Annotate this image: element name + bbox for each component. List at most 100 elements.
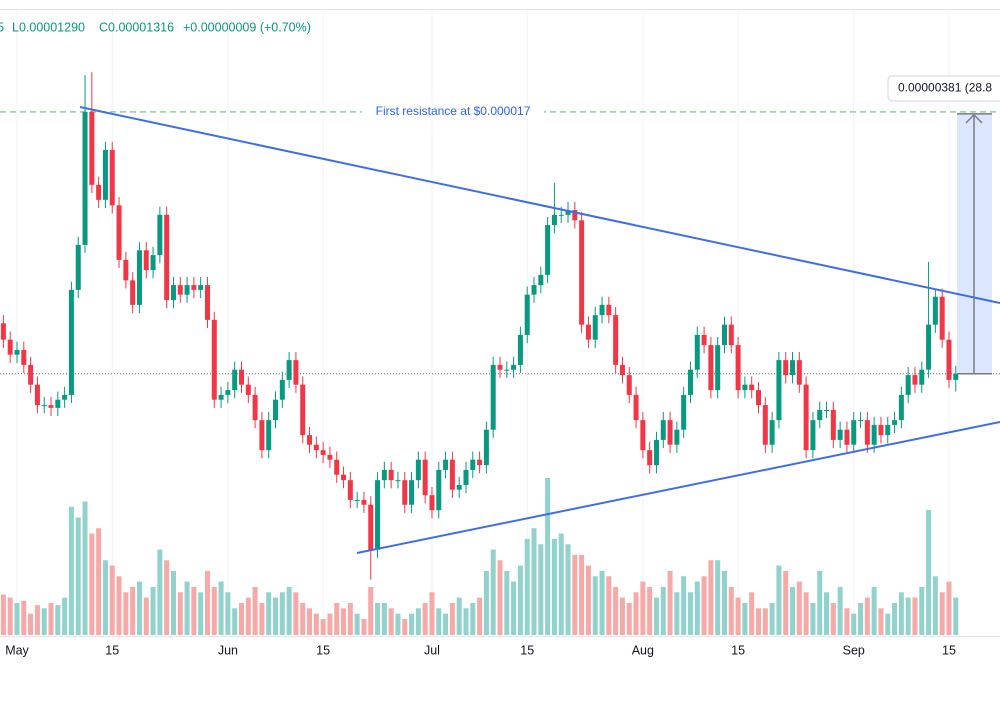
candle-body: [579, 220, 585, 325]
candle-body: [62, 394, 68, 400]
volume-bar: [864, 597, 870, 635]
volume-bar: [395, 613, 401, 635]
candle-body: [878, 424, 884, 436]
candle-body: [96, 184, 102, 200]
volume-bar: [320, 618, 326, 635]
volume-bar: [109, 565, 115, 635]
candle-body: [14, 349, 20, 355]
candle-body: [436, 469, 442, 511]
volume-bar: [756, 608, 762, 635]
volume-bar: [919, 586, 925, 635]
candle-body: [341, 474, 347, 481]
candle-body: [470, 459, 476, 470]
volume-bar: [592, 576, 598, 635]
volume-bar: [885, 613, 891, 635]
candle-body: [347, 480, 353, 500]
volume-bar: [517, 565, 523, 635]
candle-body: [449, 459, 455, 490]
candle-body: [157, 214, 163, 256]
candle-body: [48, 405, 54, 408]
candle-body: [293, 360, 299, 385]
candle-body: [905, 375, 911, 395]
x-tick-label: May: [5, 643, 29, 657]
candle-body: [375, 480, 381, 550]
volume-bar: [218, 581, 224, 635]
candle-body: [619, 364, 625, 376]
candle-body: [497, 364, 503, 370]
candle-body: [286, 360, 292, 380]
x-tick-label: 15: [731, 643, 745, 657]
volume-bar: [858, 602, 864, 635]
candle-body: [708, 345, 714, 391]
candle-body: [592, 315, 598, 340]
candle-body: [558, 214, 564, 216]
candle-body: [456, 484, 462, 490]
candle-body: [388, 469, 394, 481]
volume-bar: [375, 602, 381, 635]
candle-body: [803, 384, 809, 451]
volume-bar: [136, 581, 142, 635]
volume-bar: [647, 586, 653, 635]
candle-body: [790, 360, 796, 376]
volume-bar: [579, 554, 585, 635]
candle-body: [409, 480, 415, 505]
volume-bar: [531, 528, 537, 635]
candle-body: [565, 210, 571, 215]
candle-body: [783, 360, 789, 376]
candle-body: [844, 429, 850, 445]
volume-bar: [449, 602, 455, 635]
volume-bar: [878, 608, 884, 635]
volume-bar: [953, 597, 959, 635]
volume-bar: [892, 602, 898, 635]
candle-body: [756, 390, 762, 406]
candle-body: [0, 323, 6, 340]
candle-body: [885, 424, 891, 436]
volume-bar: [524, 538, 530, 635]
candle-body: [361, 499, 367, 505]
candle-body: [517, 334, 523, 365]
volume-bar: [266, 592, 272, 635]
volume-bar: [477, 597, 483, 635]
candle-body: [177, 285, 183, 295]
candle-body: [266, 420, 272, 451]
candle-body: [123, 259, 129, 281]
volume-bar: [245, 597, 251, 635]
x-axis: May 15 Jun 15 Jul 15 Aug 15 Sep 15: [5, 643, 956, 657]
candle-body: [694, 334, 700, 370]
volume-bar: [776, 565, 782, 635]
candle-body: [687, 369, 693, 395]
candle-body: [504, 369, 510, 371]
candle-body: [82, 111, 88, 245]
candle-body: [715, 345, 721, 391]
candle-body: [864, 420, 870, 445]
candle-body: [531, 285, 537, 295]
volume-bar: [225, 592, 231, 635]
candle-body: [483, 429, 489, 466]
candles: [0, 72, 959, 580]
candle-body: [796, 360, 802, 385]
candle-body: [429, 495, 435, 511]
volume-bar: [34, 605, 40, 635]
volume-bar: [463, 608, 469, 635]
volume-bar: [150, 586, 156, 635]
lower-trendline: [356, 421, 1000, 554]
volume-bar: [946, 581, 952, 635]
volume-bar: [660, 586, 666, 635]
candle-body: [524, 294, 530, 335]
candle-body: [307, 435, 313, 445]
candle-body: [415, 459, 421, 481]
candle-body: [381, 469, 387, 481]
candle-body: [130, 280, 136, 305]
overlay-front: First resistance at $0.000017 0.00000381 …: [362, 75, 1000, 375]
x-tick-label: 15: [316, 643, 330, 657]
candle-body: [28, 364, 34, 385]
candle-body: [232, 369, 238, 391]
candle-body: [354, 499, 360, 501]
measure-label: 0.00000381 (28.8: [898, 81, 992, 95]
volume-bar: [198, 592, 204, 635]
volume-bar: [75, 517, 81, 635]
candle-body: [830, 409, 836, 440]
volume-bar: [191, 586, 197, 635]
volume-bar: [545, 478, 551, 635]
volume-bar: [538, 544, 544, 635]
